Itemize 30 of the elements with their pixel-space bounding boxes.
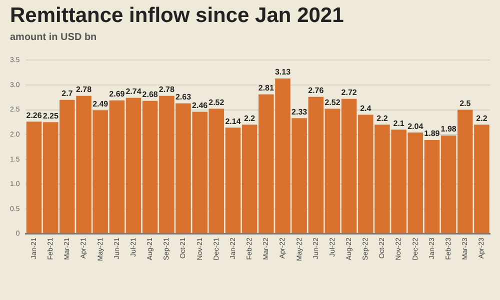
chart-title: Remittance inflow since Jan 2021 <box>10 4 344 28</box>
data-label: 2.46 <box>192 100 208 110</box>
data-label: 2.1 <box>393 118 405 128</box>
data-label: 2.33 <box>292 107 308 116</box>
data-label: 2.04 <box>408 122 424 131</box>
data-label: 2.26 <box>26 110 42 120</box>
data-label: 1.89 <box>424 129 440 138</box>
data-label: 2.25 <box>42 111 59 120</box>
data-label: 2.4 <box>360 104 372 113</box>
data-label: 2.2 <box>244 114 256 123</box>
data-label: 2.76 <box>308 86 324 96</box>
data-label: 2.78 <box>158 85 175 94</box>
data-label: 2.72 <box>341 88 358 98</box>
data-label: 2.2 <box>476 114 488 123</box>
chart-subtitle: amount in USD bn <box>10 32 97 43</box>
data-label: 2.5 <box>460 98 472 108</box>
data-label: 2.7 <box>62 89 74 98</box>
data-label: 3.13 <box>274 68 292 77</box>
data-label: 2.14 <box>225 116 242 126</box>
data-label: 2.78 <box>76 85 92 94</box>
data-label: 2.81 <box>258 84 274 93</box>
data-label: 2.49 <box>92 99 109 108</box>
data-label: 2.63 <box>175 92 192 102</box>
data-label: 2.74 <box>126 87 142 96</box>
data-label: 2.68 <box>142 90 158 100</box>
data-label: 2.52 <box>324 98 341 107</box>
data-label: 1.98 <box>440 124 457 134</box>
data-label: 2.69 <box>109 90 126 99</box>
data-label: 2.52 <box>208 98 225 107</box>
data-label: 2.2 <box>376 114 388 123</box>
